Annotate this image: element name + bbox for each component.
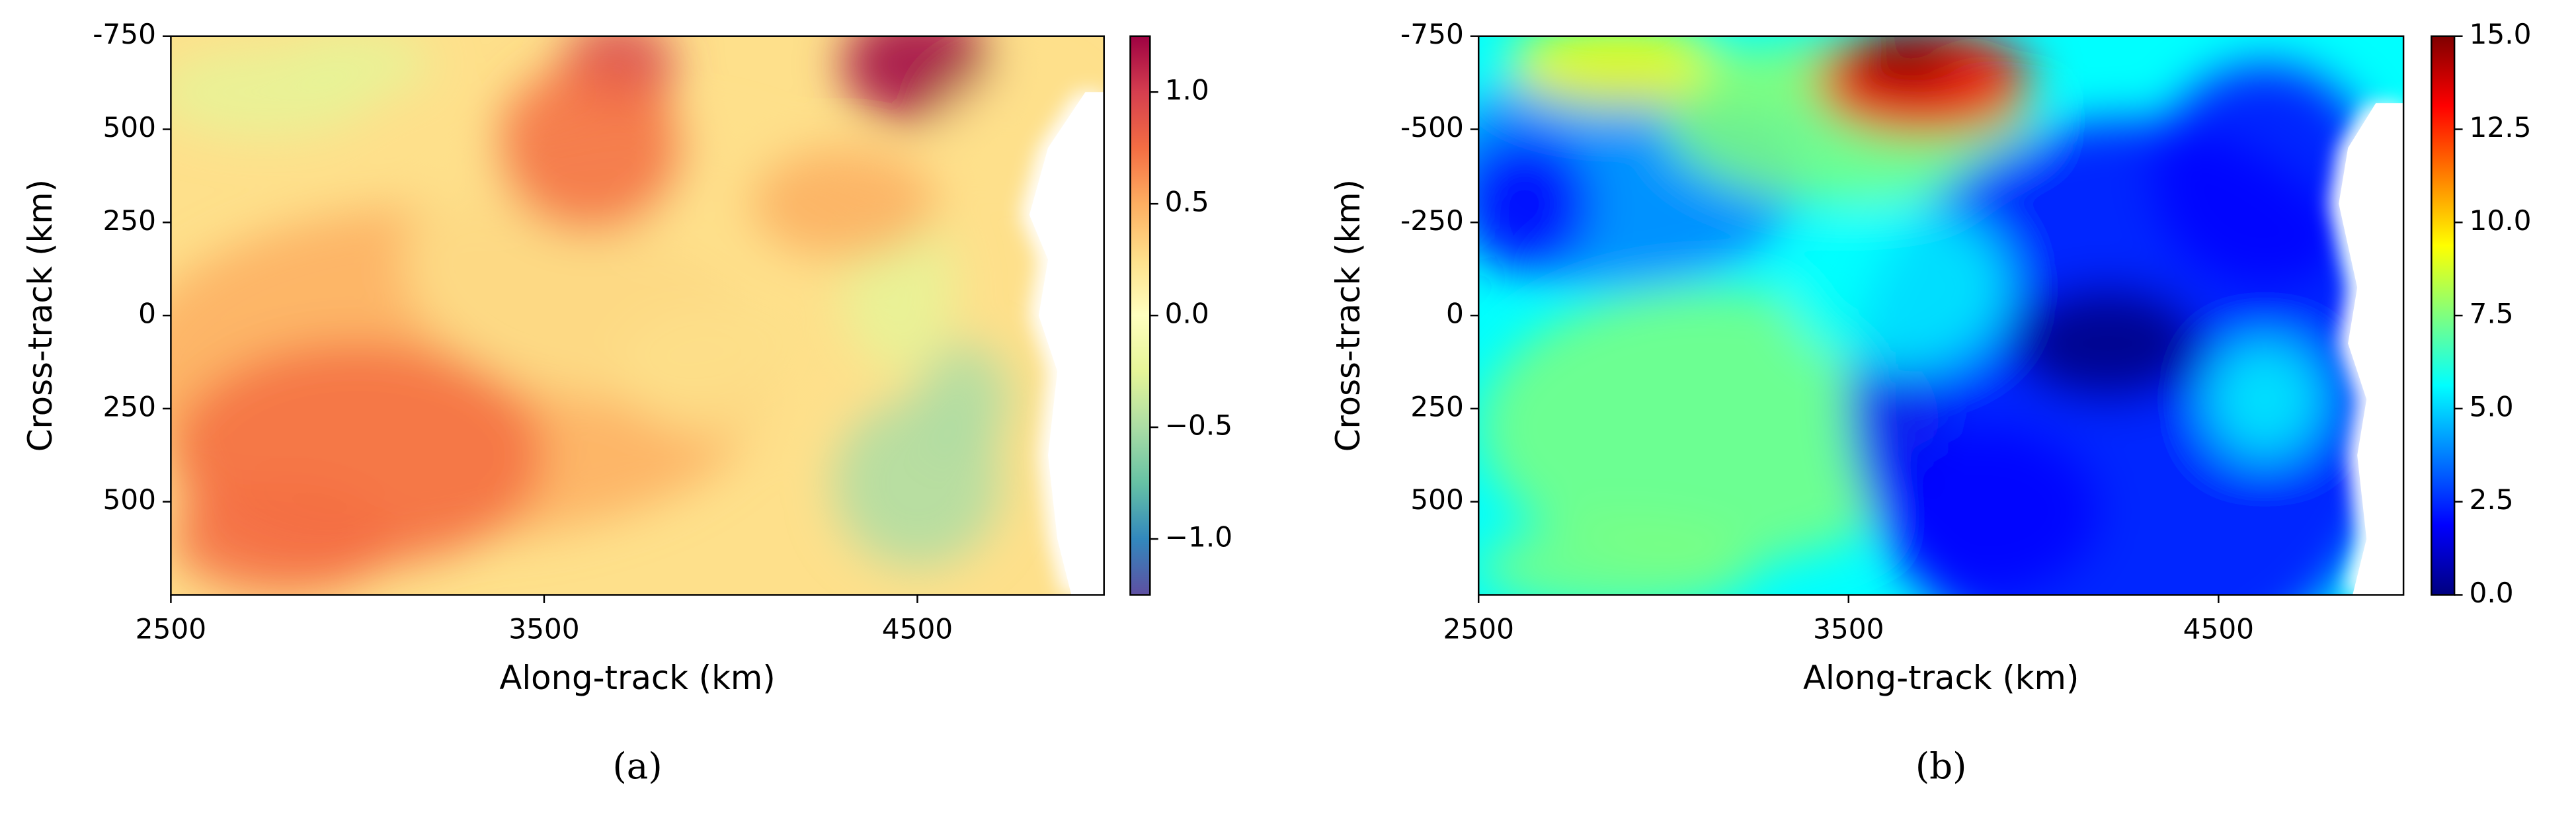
land bbox=[2339, 103, 2404, 595]
field-blob bbox=[618, 304, 843, 438]
colorbar bbox=[2431, 35, 2456, 596]
field-blob bbox=[1478, 287, 1941, 567]
y-tick-label: 250 bbox=[102, 204, 156, 237]
y-tick-label: 0 bbox=[1446, 298, 1464, 330]
x-tick-label: 2500 bbox=[136, 613, 206, 645]
land bbox=[1029, 92, 1104, 595]
y-tick-label: -250 bbox=[1400, 204, 1464, 237]
field-blob bbox=[2015, 287, 2200, 399]
colorbar-tick-label: −1.0 bbox=[1165, 521, 1233, 553]
x-tick-label: 4500 bbox=[2183, 613, 2254, 645]
heatmap-field bbox=[171, 36, 1104, 595]
colorbar bbox=[1129, 35, 1151, 596]
field-blob bbox=[282, 36, 432, 98]
field-blob bbox=[1876, 427, 2099, 595]
panel-label: (b) bbox=[1915, 745, 1967, 787]
field-blob bbox=[749, 147, 936, 260]
panel-label: (a) bbox=[612, 745, 662, 787]
x-tick-label: 3500 bbox=[508, 613, 579, 645]
field-blob bbox=[171, 483, 395, 595]
field-blob bbox=[1478, 522, 1756, 595]
y-tick-label: -750 bbox=[1400, 18, 1464, 50]
y-tick-label: 0 bbox=[138, 298, 156, 330]
field-blob bbox=[497, 63, 684, 232]
field-blob bbox=[1506, 36, 1728, 109]
colorbar-tick-label: 0.0 bbox=[2469, 577, 2513, 609]
field-blob bbox=[2153, 63, 2376, 288]
y-tick-label: 500 bbox=[102, 111, 156, 143]
colorbar-tick-label: 10.0 bbox=[2469, 204, 2531, 237]
y-tick-label: -750 bbox=[93, 18, 156, 50]
colorbar-tick-label: 2.5 bbox=[2469, 483, 2513, 516]
colorbar-tick-label: 7.5 bbox=[2469, 298, 2513, 330]
x-tick-label: 2500 bbox=[1443, 613, 1513, 645]
heatmap-field bbox=[1478, 36, 2404, 595]
x-tick-label: 4500 bbox=[882, 613, 953, 645]
y-axis-label: Cross-track (km) bbox=[1329, 179, 1367, 452]
field-blobs bbox=[1478, 36, 2403, 595]
field-blobs bbox=[171, 36, 1076, 595]
colorbar-tick-label: 15.0 bbox=[2469, 18, 2531, 50]
y-tick-label: 250 bbox=[1410, 390, 1464, 423]
x-axis-label: Along-track (km) bbox=[1803, 659, 2079, 697]
panel: 2500 3500 4500-7505002500250500Along-track… bbox=[21, 18, 1233, 787]
colorbar-tick-label: 1.0 bbox=[1165, 74, 1209, 106]
y-axis-label: Cross-track (km) bbox=[21, 179, 60, 452]
plot-frame bbox=[1477, 35, 2405, 596]
y-tick-label: 500 bbox=[102, 483, 156, 516]
field-blob bbox=[917, 343, 1011, 456]
field-blob bbox=[1691, 47, 1821, 114]
colorbar-tick-label: −0.5 bbox=[1165, 409, 1233, 442]
panel: 2500 3500 4500 -750 -500 -250 0 250 500 Along-tra… bbox=[1329, 18, 2532, 787]
colorbar-tick-label: 12.5 bbox=[2469, 111, 2531, 143]
y-tick-label: -500 bbox=[1400, 111, 1464, 143]
colorbar-tick-label: 5.0 bbox=[2469, 390, 2513, 423]
field-blob bbox=[1478, 136, 1590, 271]
colorbar-tick-label: 0.5 bbox=[1165, 186, 1209, 218]
field-blob bbox=[1848, 36, 1960, 87]
y-tick-label: 250 bbox=[102, 390, 156, 423]
colorbar-tick-label: 0.0 bbox=[1165, 298, 1209, 330]
x-tick-label: 3500 bbox=[1813, 613, 1884, 645]
field-blob bbox=[2209, 343, 2321, 456]
field-blob bbox=[1783, 204, 2006, 372]
x-axis-label: Along-track (km) bbox=[499, 659, 775, 697]
y-tick-label: 500 bbox=[1410, 483, 1464, 516]
